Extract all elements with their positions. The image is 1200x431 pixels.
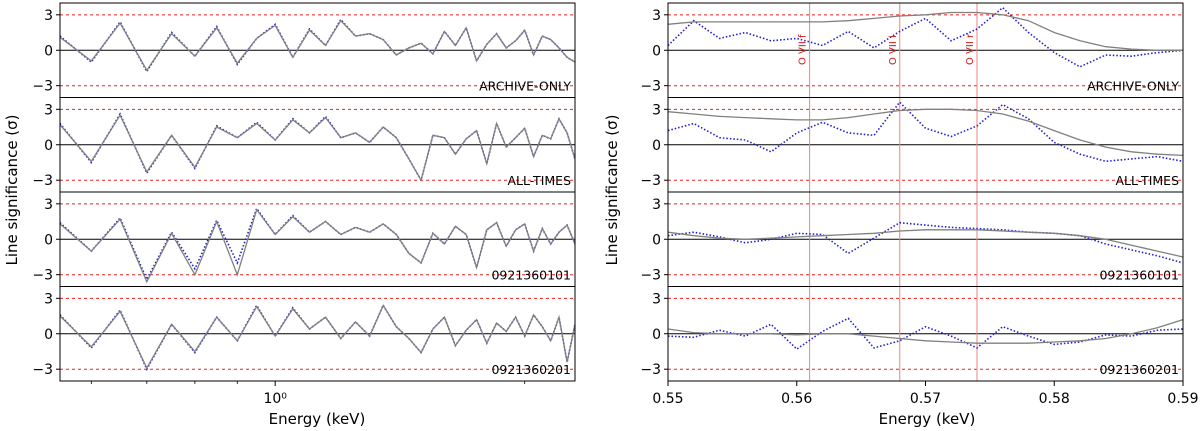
x-tick-label: 10⁰ <box>263 391 287 407</box>
y-tick-label: 0 <box>44 327 53 343</box>
line-marker-label: O VII r <box>965 33 976 65</box>
x-axis-left: 10⁰ <box>90 381 526 407</box>
model-curve <box>59 113 576 182</box>
y-tick-label: −3 <box>640 362 661 378</box>
y-tick-label: 3 <box>652 197 661 213</box>
panel-left-2: −3 0 3 ALL-TIMES <box>32 97 576 193</box>
y-tick-label: 0 <box>652 327 661 343</box>
model-curve <box>667 108 1184 157</box>
y-tick-label: 0 <box>652 43 661 59</box>
x-tick-label: 0.59 <box>1167 391 1198 407</box>
panel-label: 0921360101 <box>491 268 571 283</box>
line-marker-label: O VII i <box>888 35 899 65</box>
model-curve <box>667 229 1184 258</box>
model-curve <box>59 19 576 72</box>
x-axis-label-left: Energy (keV) <box>269 410 366 428</box>
y-tick-label: −3 <box>32 173 53 189</box>
y-axis-label-right: Line significance (σ) <box>603 114 621 265</box>
y-tick-label: −3 <box>32 362 53 378</box>
panel-left-4: −3 0 3 0921360201 <box>32 286 576 382</box>
y-tick-label: −3 <box>640 79 661 95</box>
y-tick-label: 3 <box>652 8 661 24</box>
panel-label: ARCHIVE-ONLY <box>1087 79 1179 94</box>
panel-right-2: −3 0 3 ALL-TIMES <box>640 97 1184 193</box>
y-tick-label: 3 <box>44 291 53 307</box>
panel-right-3: −3 0 3 0921360101 <box>640 191 1184 287</box>
y-tick-label: −3 <box>32 79 53 95</box>
y-tick-label: −3 <box>32 268 53 284</box>
y-tick-label: −3 <box>640 268 661 284</box>
right-chart: −3 0 3 ARCHIVE-ONLY O VII f O VII i O VII r −3 0… <box>640 2 1199 407</box>
panel-label: ARCHIVE-ONLY <box>479 79 571 94</box>
panel-label: 0921360101 <box>1099 268 1179 283</box>
y-tick-label: −3 <box>640 173 661 189</box>
significance-curve <box>667 317 1184 351</box>
line-marker-label: O VII f <box>798 34 809 65</box>
x-tick-label: 0.58 <box>1039 391 1070 407</box>
panel-label: ALL-TIMES <box>1115 173 1179 188</box>
y-tick-label: 0 <box>44 43 53 59</box>
x-axis-label-right: Energy (keV) <box>879 410 976 428</box>
panel-label: 0921360201 <box>491 362 571 377</box>
y-tick-label: 0 <box>652 138 661 154</box>
y-axis-label-left: Line significance (σ) <box>3 114 21 265</box>
y-tick-label: 0 <box>44 232 53 248</box>
y-tick-label: 3 <box>44 102 53 118</box>
model-curve <box>59 208 576 284</box>
x-tick-label: 0.55 <box>652 391 683 407</box>
panel-left-3: −3 0 3 0921360101 <box>32 191 576 287</box>
y-tick-label: 0 <box>652 232 661 248</box>
model-curve <box>667 11 1183 51</box>
model-curve <box>59 304 576 370</box>
y-tick-label: 3 <box>652 291 661 307</box>
y-tick-label: 3 <box>44 8 53 24</box>
panel-label: 0921360201 <box>1099 362 1179 377</box>
x-tick-label: 0.57 <box>910 391 941 407</box>
panel-right-4: −3 0 3 0921360201 <box>640 286 1184 382</box>
left-chart: −3 0 3 ARCHIVE-ONLY −3 0 3 ALL-TIMES −3 0 3 0921360… <box>32 2 576 407</box>
model-curve <box>667 318 1184 344</box>
x-tick-label: 0.56 <box>781 391 812 407</box>
significance-curve <box>667 100 1184 163</box>
x-axis-right: 0.55 0.56 0.57 0.58 0.59 <box>652 381 1199 407</box>
significance-curve <box>667 6 1184 68</box>
y-tick-label: 3 <box>652 102 661 118</box>
y-tick-label: 3 <box>44 197 53 213</box>
y-tick-label: 0 <box>44 138 53 154</box>
panel-label: ALL-TIMES <box>507 173 571 188</box>
